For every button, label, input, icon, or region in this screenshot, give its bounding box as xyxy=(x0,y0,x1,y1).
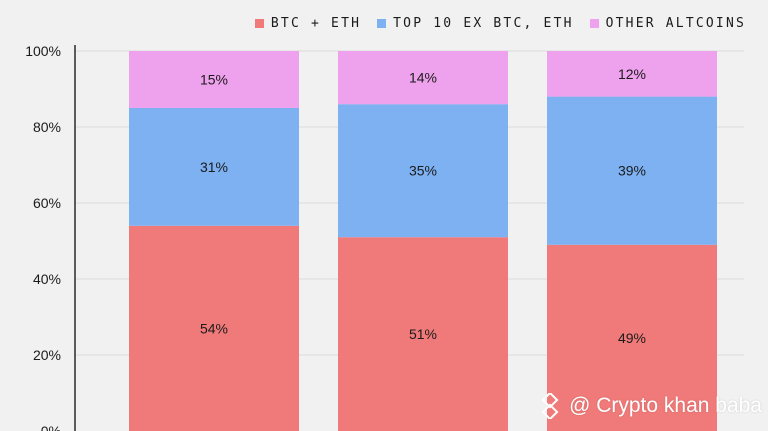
legend-swatch-btc-eth xyxy=(254,19,264,28)
bar-segment-3-series-1 xyxy=(547,244,717,431)
data-label-3-series-1: 49% xyxy=(618,330,646,346)
legend-label-top10: TOP 10 EX BTC, ETH xyxy=(393,16,574,31)
bar-segment-2-series-1 xyxy=(338,237,508,431)
data-label-2-series-3: 14% xyxy=(409,70,437,86)
watermark: @ Crypto khan baba xyxy=(537,393,762,419)
legend: BTC + ETH TOP 10 EX BTC, ETH OTHER ALTCO… xyxy=(254,16,746,31)
data-label-1-series-2: 31% xyxy=(200,159,228,175)
y-tick-label-0: 0% xyxy=(41,423,61,431)
y-tick-label-100: 100% xyxy=(25,43,61,59)
data-label-1-series-3: 15% xyxy=(200,72,228,88)
data-label-2-series-2: 35% xyxy=(409,163,437,179)
legend-label-btc-eth: BTC + ETH xyxy=(270,16,362,31)
legend-item-top10: TOP 10 EX BTC, ETH xyxy=(377,16,573,31)
bar-segment-3-series-2 xyxy=(547,96,717,245)
data-label-1-series-1: 54% xyxy=(200,320,228,336)
bar-segment-1-series-1 xyxy=(129,225,299,431)
legend-item-btc-eth: BTC + ETH xyxy=(254,16,362,31)
data-label-2-series-1: 51% xyxy=(409,326,437,342)
y-tick-label-40: 40% xyxy=(33,271,61,287)
y-tick-label-60: 60% xyxy=(33,195,61,211)
data-label-3-series-3: 12% xyxy=(618,66,646,82)
bar-segment-1-series-3 xyxy=(129,51,299,108)
legend-label-other-altcoins: OTHER ALTCOINS xyxy=(605,16,746,31)
y-tick-label-20: 20% xyxy=(33,347,61,363)
data-label-3-series-2: 39% xyxy=(618,163,646,179)
legend-swatch-other-altcoins xyxy=(589,19,599,28)
bar-segment-1-series-2 xyxy=(129,108,299,226)
bar-segment-3-series-3 xyxy=(547,51,717,97)
legend-swatch-top10 xyxy=(377,19,387,28)
legend-item-other-altcoins: OTHER ALTCOINS xyxy=(589,16,746,31)
bar-segment-2-series-2 xyxy=(338,104,508,238)
y-tick-label-80: 80% xyxy=(33,119,61,135)
bar-segment-2-series-3 xyxy=(338,51,508,105)
watermark-text: @ Crypto khan baba xyxy=(569,394,762,417)
binance-square-icon xyxy=(541,393,559,419)
